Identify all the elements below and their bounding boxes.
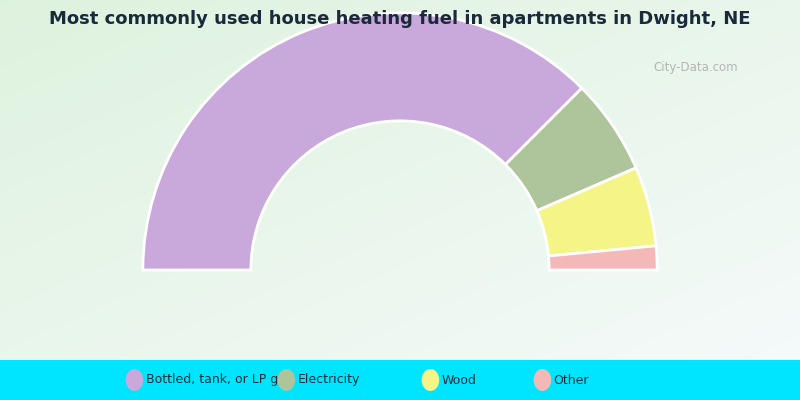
- Ellipse shape: [126, 369, 143, 391]
- Wedge shape: [549, 246, 657, 270]
- Text: Most commonly used house heating fuel in apartments in Dwight, NE: Most commonly used house heating fuel in…: [50, 10, 750, 28]
- Ellipse shape: [278, 369, 295, 391]
- Wedge shape: [537, 168, 656, 256]
- Text: City-Data.com: City-Data.com: [654, 62, 738, 74]
- Text: Bottled, tank, or LP gas: Bottled, tank, or LP gas: [146, 374, 292, 386]
- Ellipse shape: [534, 369, 551, 391]
- Text: Electricity: Electricity: [298, 374, 360, 386]
- Wedge shape: [506, 88, 636, 211]
- Ellipse shape: [422, 369, 439, 391]
- Wedge shape: [143, 13, 582, 270]
- Text: Wood: Wood: [442, 374, 477, 386]
- Text: Other: Other: [554, 374, 589, 386]
